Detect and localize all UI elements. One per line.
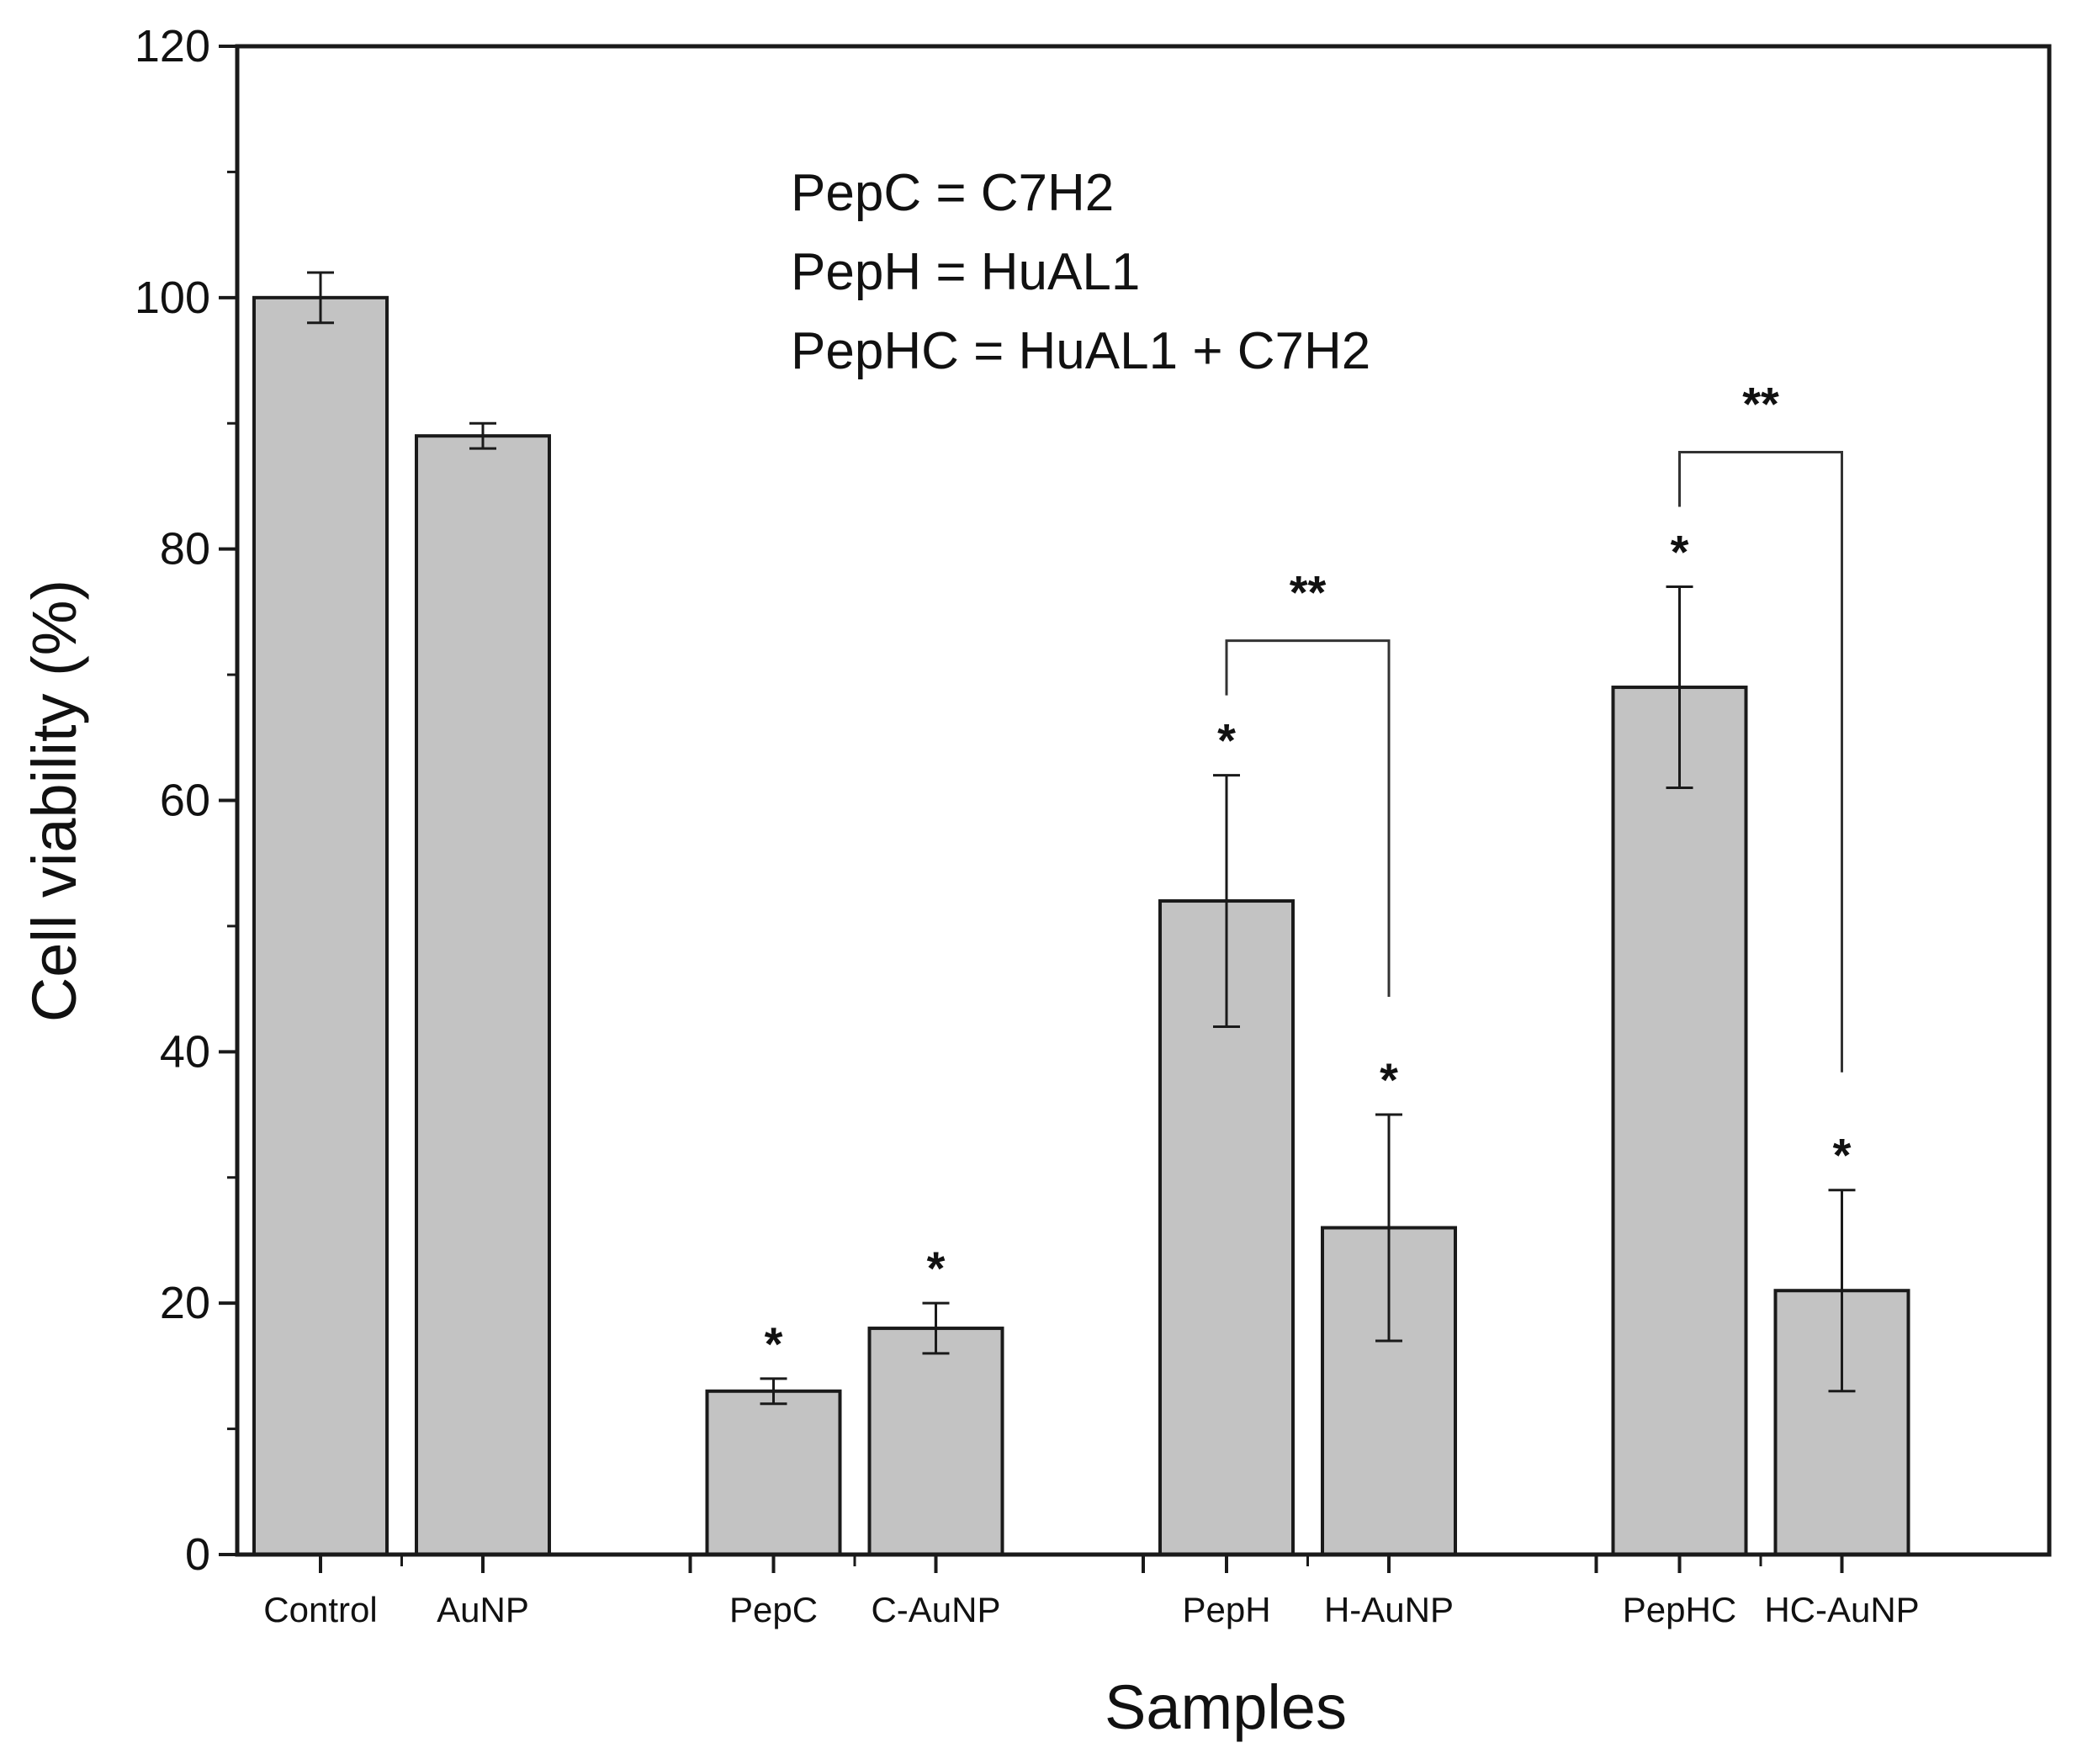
significance-layer: ********** bbox=[765, 377, 1852, 1369]
bracket-label: ** bbox=[1742, 377, 1779, 430]
y-tick-label: 80 bbox=[160, 524, 210, 575]
y-tick-label: 100 bbox=[135, 273, 210, 323]
annotation-line: PepC = C7H2 bbox=[791, 164, 1114, 222]
bar-control bbox=[252, 295, 389, 1556]
y-tick-label: 120 bbox=[135, 21, 210, 72]
bracket-label: ** bbox=[1290, 566, 1327, 619]
bar-pepc bbox=[705, 1389, 842, 1556]
x-tick-label: PepC bbox=[729, 1590, 818, 1629]
annotation-line: PepH = HuAL1 bbox=[791, 243, 1140, 301]
significance-star: * bbox=[1380, 1053, 1398, 1106]
y-tick-label: 0 bbox=[185, 1529, 210, 1580]
bar-aunp bbox=[415, 434, 551, 1556]
y-tick-label: 20 bbox=[160, 1278, 210, 1328]
y-axis-title: Cell viability (%) bbox=[19, 580, 89, 1022]
y-tick-label: 40 bbox=[160, 1026, 210, 1077]
significance-star: * bbox=[927, 1242, 946, 1295]
significance-bracket bbox=[1678, 450, 1843, 1073]
axes-layer bbox=[219, 44, 2052, 1573]
significance-bracket bbox=[1225, 639, 1391, 998]
x-tick-label: H-AuNP bbox=[1324, 1590, 1454, 1629]
x-tick-label: PepHC bbox=[1623, 1590, 1736, 1629]
bar-pephc bbox=[1611, 686, 1748, 1556]
annotation-line: PepHC = HuAL1 + C7H2 bbox=[791, 322, 1370, 380]
labels-layer: 0 20 40 60 80 100 120 Control AuNP PepC C-AuNP PepH… bbox=[19, 21, 1920, 1742]
x-tick-label: C-AuNP bbox=[871, 1590, 1000, 1629]
x-axis-title: Samples bbox=[1105, 1672, 1347, 1742]
x-tick-label: Control bbox=[263, 1590, 377, 1629]
significance-star: * bbox=[1671, 525, 1689, 578]
significance-star: * bbox=[1833, 1129, 1852, 1182]
x-tick-label: PepH bbox=[1182, 1590, 1270, 1629]
x-tick-label: AuNP bbox=[437, 1590, 529, 1629]
error-bars-layer bbox=[307, 271, 1856, 1406]
bar-c-aunp bbox=[867, 1327, 1004, 1557]
y-tick-label: 60 bbox=[160, 776, 210, 826]
bars-layer bbox=[252, 295, 1910, 1557]
x-tick-label: HC-AuNP bbox=[1764, 1590, 1919, 1629]
significance-star: * bbox=[765, 1317, 783, 1370]
significance-star: * bbox=[1217, 714, 1236, 767]
